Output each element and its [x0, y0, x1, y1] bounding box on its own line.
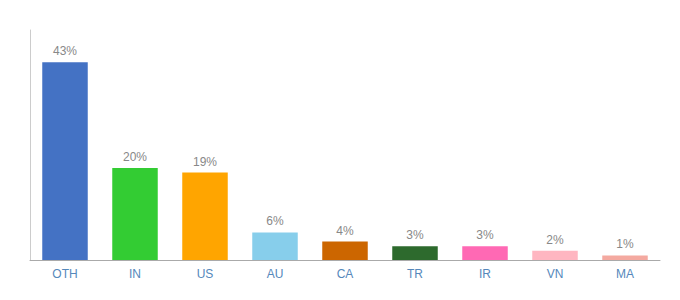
svg-text:2%: 2% [546, 233, 564, 247]
svg-text:VN: VN [547, 267, 564, 281]
svg-text:6%: 6% [266, 214, 284, 228]
svg-text:1%: 1% [616, 237, 634, 251]
svg-text:MA: MA [616, 267, 634, 281]
svg-text:AU: AU [267, 267, 284, 281]
svg-text:IR: IR [479, 267, 491, 281]
svg-text:3%: 3% [406, 228, 424, 242]
svg-text:3%: 3% [476, 228, 494, 242]
svg-text:TR: TR [407, 267, 423, 281]
svg-text:20%: 20% [123, 150, 147, 164]
svg-text:CA: CA [337, 267, 354, 281]
svg-text:IN: IN [129, 267, 141, 281]
svg-text:43%: 43% [53, 44, 77, 58]
svg-text:US: US [197, 267, 214, 281]
svg-text:19%: 19% [193, 155, 217, 169]
svg-text:4%: 4% [336, 224, 354, 238]
svg-text:OTH: OTH [52, 267, 77, 281]
